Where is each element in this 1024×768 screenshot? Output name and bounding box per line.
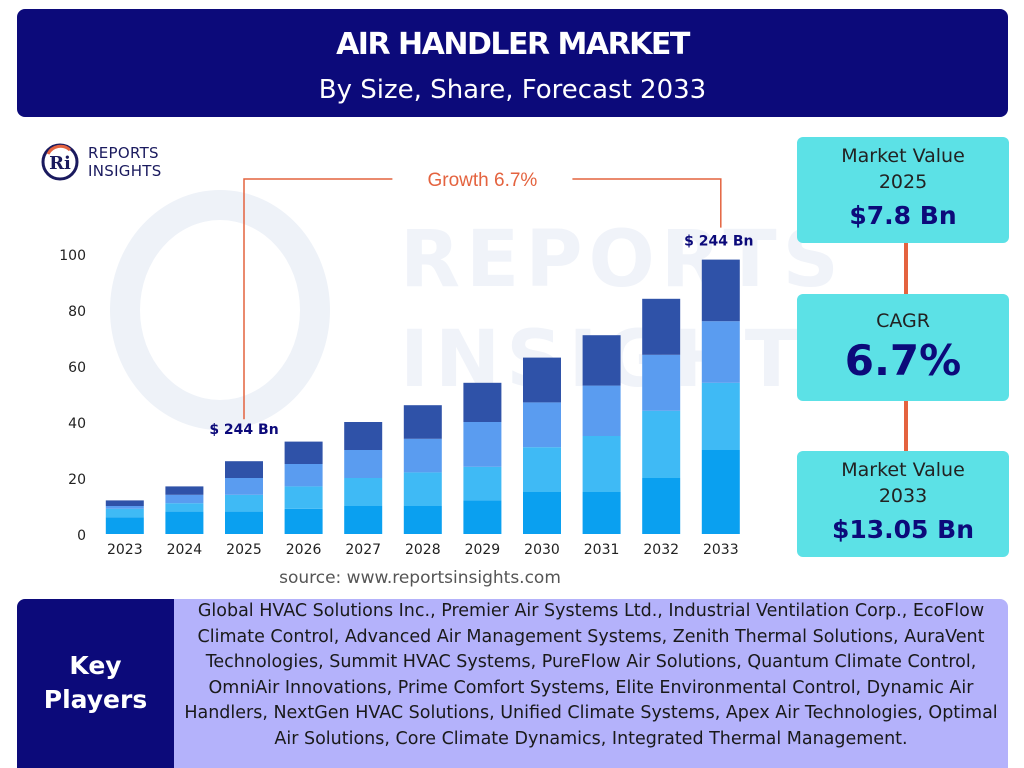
bar-segment xyxy=(344,450,383,478)
y-axis: 0 20 40 60 80 100 xyxy=(59,248,86,544)
bar-segment xyxy=(165,511,204,534)
y-tick-label: 80 xyxy=(68,304,86,320)
stat-value: $13.05 Bn xyxy=(831,515,975,544)
x-tick-label: 2028 xyxy=(405,542,441,558)
page-title: AIR HANDLER MARKET xyxy=(336,27,690,62)
bar-segment xyxy=(284,508,323,534)
bar-segment xyxy=(165,494,204,504)
stat-cagr: CAGR 6.7% xyxy=(797,294,1009,401)
start-value-label: $ 244 Bn xyxy=(209,422,278,438)
bar-segment xyxy=(523,492,561,534)
x-tick-label: 2026 xyxy=(286,542,322,558)
y-tick-label: 40 xyxy=(68,416,86,432)
y-tick-label: 20 xyxy=(68,472,86,488)
x-tick-label: 2023 xyxy=(107,542,143,558)
x-tick-label: 2025 xyxy=(226,542,262,558)
y-tick-label: 0 xyxy=(77,528,86,544)
x-tick-label: 2033 xyxy=(703,542,739,558)
bar-segment xyxy=(463,466,502,501)
connector-line xyxy=(904,243,908,294)
bar-segment xyxy=(284,486,323,509)
x-tick-label: 2031 xyxy=(584,542,620,558)
bar-segment xyxy=(225,494,263,512)
bar-segment xyxy=(105,508,144,518)
logo-mark-text: Ri xyxy=(49,153,71,174)
bar-segment xyxy=(582,385,621,436)
bar-segment xyxy=(225,511,263,534)
bar-segment xyxy=(225,478,263,495)
x-tick-label: 2029 xyxy=(465,542,501,558)
header-banner: AIR HANDLER MARKET By Size, Share, Forec… xyxy=(17,9,1008,117)
bar-segment xyxy=(642,410,681,478)
bar-segment xyxy=(523,447,561,492)
bar-segment xyxy=(344,506,383,534)
bar-segment xyxy=(284,441,323,464)
bar-segment xyxy=(463,422,502,467)
x-tick-label: 2032 xyxy=(643,542,679,558)
bar-segment xyxy=(463,500,502,534)
growth-annotation: Growth 6.7% $ 244 Bn $ 244 Bn xyxy=(209,167,753,438)
bar-segment xyxy=(701,450,740,534)
bar-segment xyxy=(523,357,561,403)
growth-label-background xyxy=(392,167,573,191)
x-tick-label: 2024 xyxy=(167,542,203,558)
bar-segment xyxy=(701,259,740,322)
stat-label: Market Value xyxy=(841,145,965,167)
y-tick-label: 60 xyxy=(68,360,86,376)
bar-segment xyxy=(403,438,442,473)
stat-label-year: 2025 xyxy=(878,171,928,193)
bar-segment xyxy=(344,478,383,506)
stat-value: 6.7% xyxy=(844,336,962,385)
source-note: source: www.reportsinsights.com xyxy=(279,568,561,588)
logo-brand: REPORTS INSIGHTS xyxy=(88,144,162,180)
bar-segment xyxy=(463,382,502,422)
stat-label-year: 2033 xyxy=(878,485,928,507)
stat-value: $7.8 Bn xyxy=(849,201,957,230)
bar-segment xyxy=(642,478,681,534)
bars xyxy=(105,259,740,534)
stat-market-value-2033: Market Value 2033 $13.05 Bn xyxy=(797,451,1009,557)
bar-segment xyxy=(284,464,323,487)
bar-segment xyxy=(165,503,204,512)
growth-label: Growth 6.7% xyxy=(427,170,537,191)
bar-segment xyxy=(165,486,204,495)
bar-segment xyxy=(642,298,681,355)
stat-market-value-2025: Market Value 2025 $7.8 Bn xyxy=(797,137,1009,243)
bar-segment xyxy=(642,354,681,411)
bar-segment xyxy=(582,436,621,492)
bar-segment xyxy=(105,506,144,509)
page-subtitle: By Size, Share, Forecast 2033 xyxy=(318,75,707,105)
bar-segment xyxy=(701,382,740,450)
bar-segment xyxy=(582,335,621,386)
bar-segment xyxy=(701,321,740,383)
end-value-label: $ 244 Bn xyxy=(684,234,753,250)
logo: Ri REPORTS INSIGHTS xyxy=(40,142,180,182)
stat-label: CAGR xyxy=(876,310,930,332)
key-players-label-line1: Key xyxy=(69,651,122,680)
bar-segment xyxy=(403,506,442,534)
bar-segment xyxy=(403,472,442,506)
bar-segment xyxy=(105,517,144,534)
bar-segment xyxy=(582,492,621,534)
bar-segment xyxy=(225,461,263,478)
x-tick-label: 2030 xyxy=(524,542,560,558)
bar-segment xyxy=(403,405,442,439)
key-players-list: Global HVAC Solutions Inc., Premier Air … xyxy=(174,599,1008,768)
bar-segment xyxy=(105,500,144,506)
logo-icon: Ri xyxy=(41,143,79,181)
connector-line xyxy=(904,401,908,451)
key-players-label-line2: Players xyxy=(43,685,148,714)
logo-line1: REPORTS xyxy=(88,144,159,162)
x-axis: 2023 2024 2025 2026 2027 2028 2029 2030 2031 2032… xyxy=(107,542,739,558)
x-tick-label: 2027 xyxy=(345,542,381,558)
bar-segment xyxy=(523,402,561,448)
key-players-label: Key Players xyxy=(17,599,174,768)
logo-line2: INSIGHTS xyxy=(88,162,162,180)
y-tick-label: 100 xyxy=(59,248,86,264)
bar-segment xyxy=(344,422,383,450)
stat-label: Market Value xyxy=(841,459,965,481)
